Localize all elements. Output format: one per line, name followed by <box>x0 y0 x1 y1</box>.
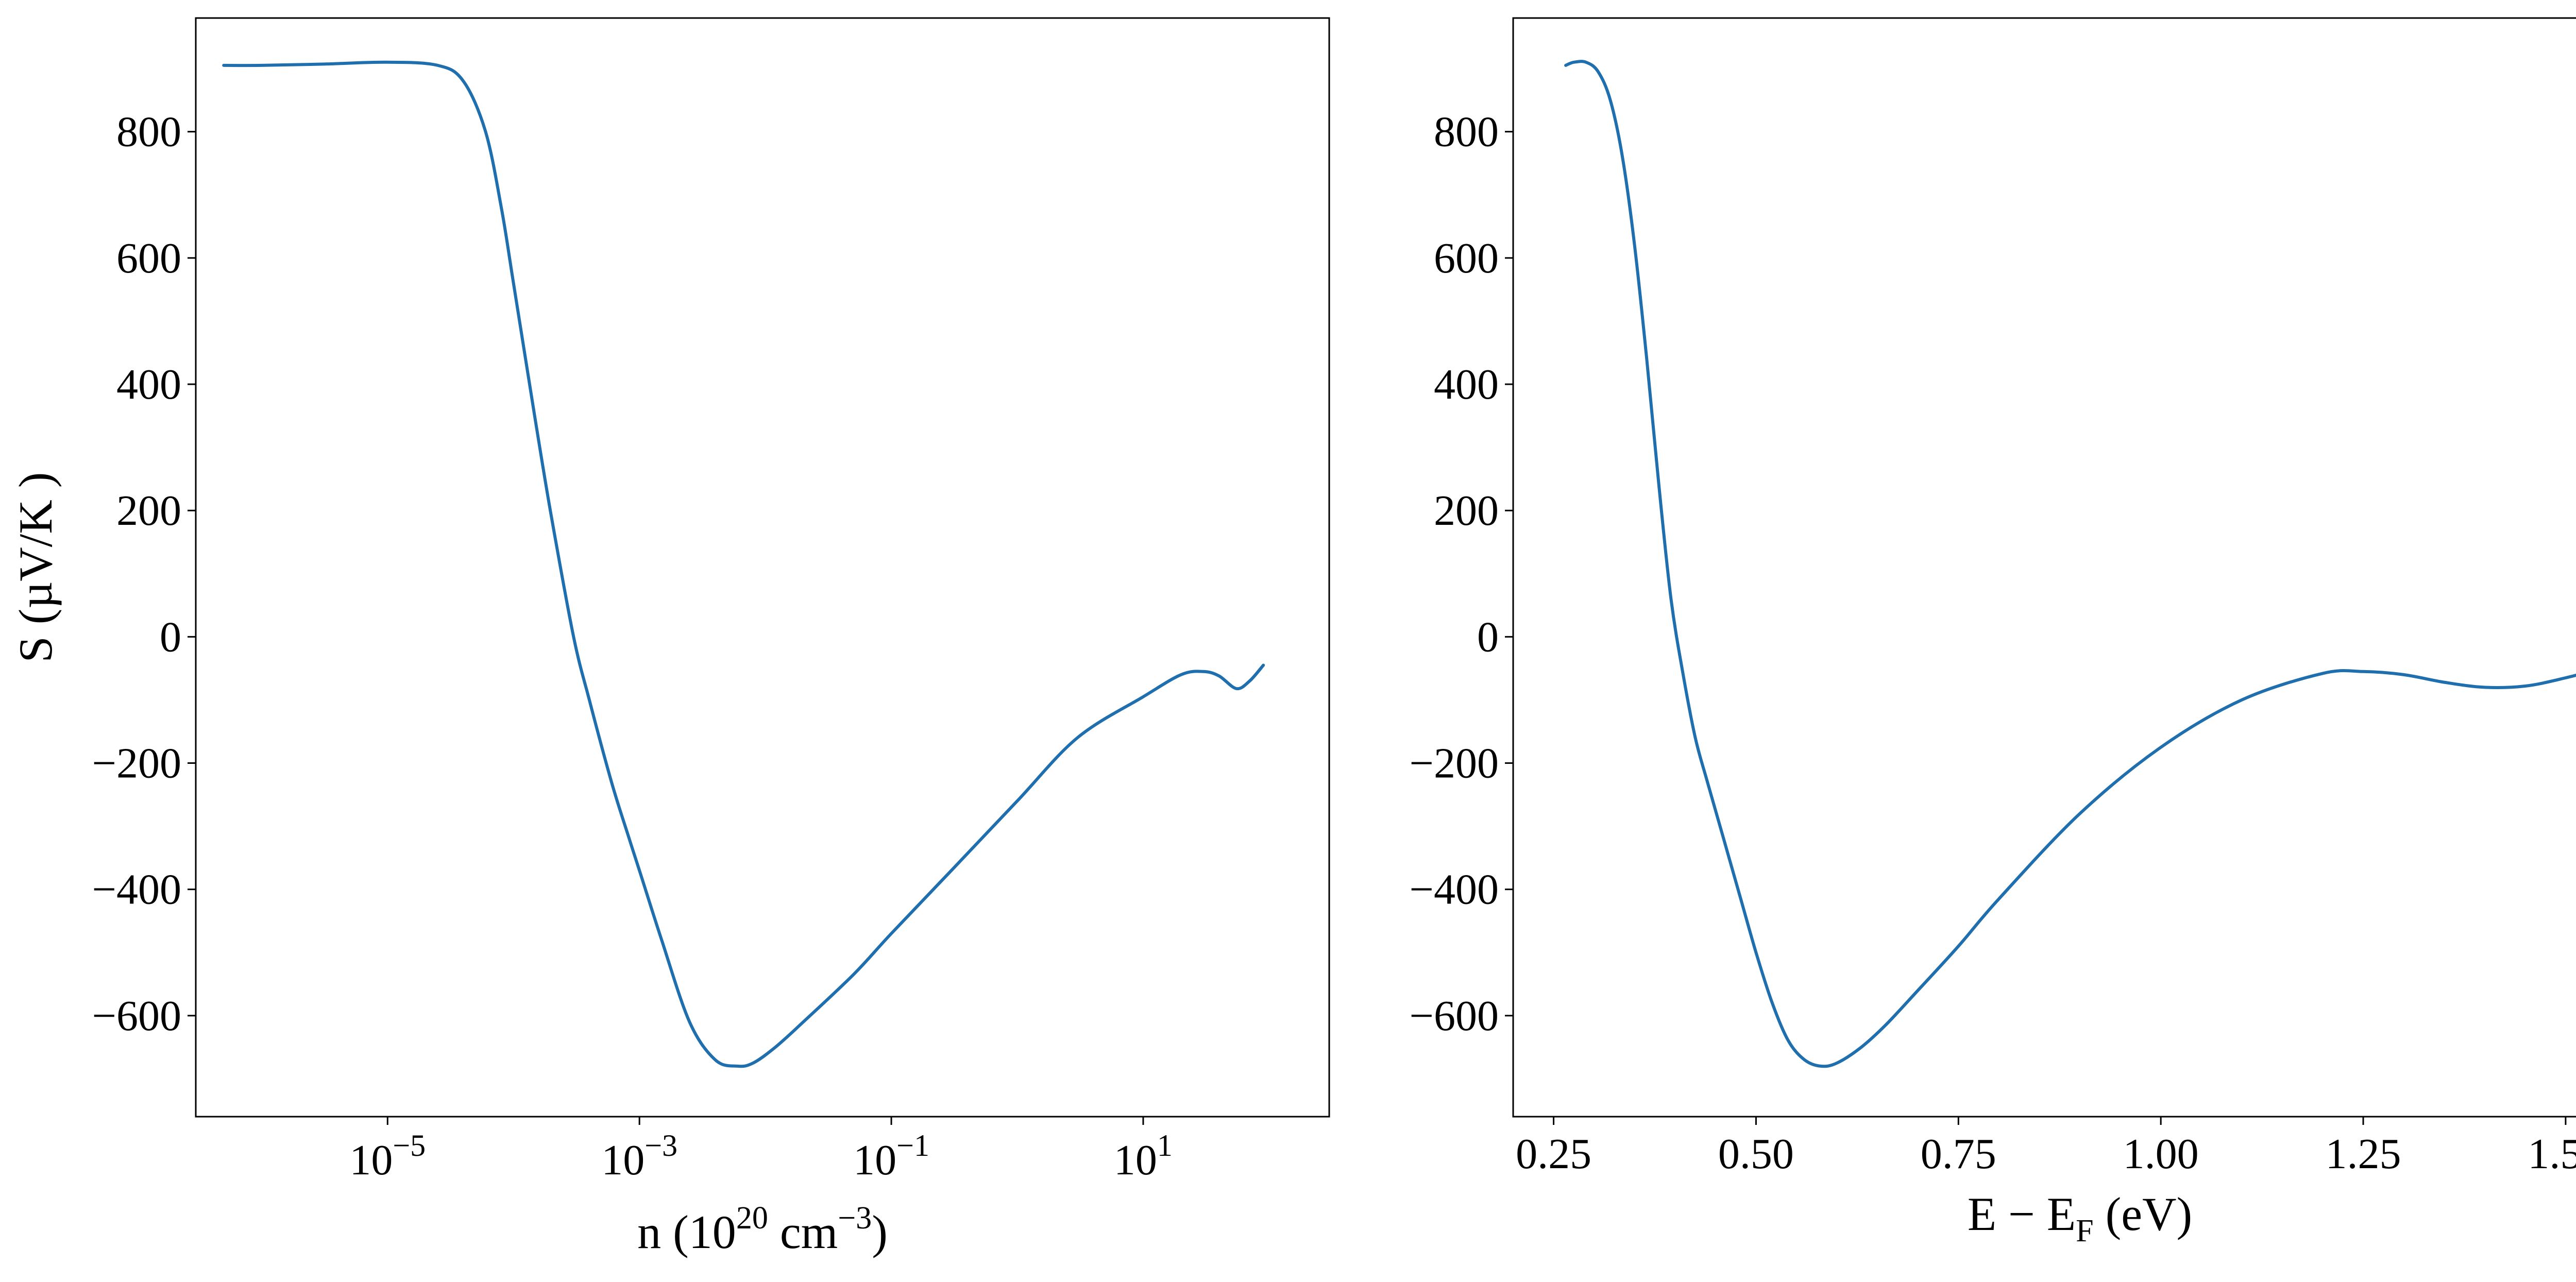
plot-frame <box>1512 17 2576 1118</box>
x-tick-base: 10 <box>1114 1136 1157 1184</box>
x-tick-exponent: −5 <box>393 1129 426 1163</box>
y-tick-label: 600 <box>116 234 181 282</box>
plot-frame <box>195 17 1330 1118</box>
y-tick-label: −600 <box>92 992 181 1040</box>
x-tick-label: 10−5 <box>349 1129 426 1184</box>
x-tick-label: 10−3 <box>601 1129 677 1184</box>
y-tick-label: −200 <box>1410 740 1499 788</box>
y-tick-label: 400 <box>1434 361 1499 408</box>
x-axis-title-text: (eV) <box>2094 1188 2193 1240</box>
y-tick-label: −400 <box>1410 866 1499 914</box>
x-axis-title-exponent: −3 <box>838 1201 872 1236</box>
x-axis-title-text: E − E <box>1968 1188 2076 1240</box>
y-tick-label: 400 <box>116 361 181 408</box>
y-tick-label: 600 <box>1434 234 1499 282</box>
x-tick-label: 1.50 <box>2528 1130 2576 1178</box>
x-axis-title-text: ) <box>872 1206 888 1258</box>
y-tick-label: −200 <box>92 740 181 788</box>
x-tick-exponent: 1 <box>1157 1129 1173 1163</box>
x-tick-label: 0.25 <box>1516 1130 1591 1178</box>
x-tick-exponent: −1 <box>896 1129 929 1163</box>
x-tick-label: 10−1 <box>853 1129 929 1184</box>
x-axis-title-exponent: 20 <box>736 1201 768 1236</box>
x-tick-base: 10 <box>349 1136 393 1184</box>
y-tick-label: 800 <box>116 108 181 156</box>
x-axis-title-text: n (10 <box>637 1206 736 1258</box>
x-tick-exponent: −3 <box>645 1129 677 1163</box>
x-tick-label: 0.50 <box>1718 1130 1794 1178</box>
x-tick-label: 1.00 <box>2123 1130 2199 1178</box>
y-tick-label: 0 <box>1477 613 1499 661</box>
x-tick-label: 1.25 <box>2326 1130 2401 1178</box>
x-tick-base: 10 <box>601 1136 645 1184</box>
x-tick-label: 101 <box>1114 1129 1173 1184</box>
x-axis-title: E − EF (eV) <box>1968 1188 2192 1249</box>
y-tick-label: 200 <box>1434 487 1499 535</box>
x-tick-label: 0.75 <box>1921 1130 1996 1178</box>
y-tick-label: 800 <box>1434 108 1499 156</box>
y-tick-label: −400 <box>92 866 181 914</box>
right-panel-energy: 800 600 400 200 0 −200 −400 −600 0.25 0.50 0.75 1.0… <box>1410 17 2576 1249</box>
seebeck-series-line <box>1564 60 2576 1068</box>
x-tick-base: 10 <box>853 1136 896 1184</box>
x-axis-title-text: cm <box>768 1206 838 1258</box>
y-axis-title: S (µV/K ) <box>9 472 62 663</box>
x-axis-title: n (1020 cm−3) <box>637 1201 888 1258</box>
y-tick-label: 0 <box>160 613 181 661</box>
seebeck-series-line <box>222 60 1265 1068</box>
x-axis-title-subscript: F <box>2076 1213 2093 1249</box>
y-tick-label: −600 <box>1410 992 1499 1040</box>
y-tick-label: 200 <box>116 487 181 535</box>
